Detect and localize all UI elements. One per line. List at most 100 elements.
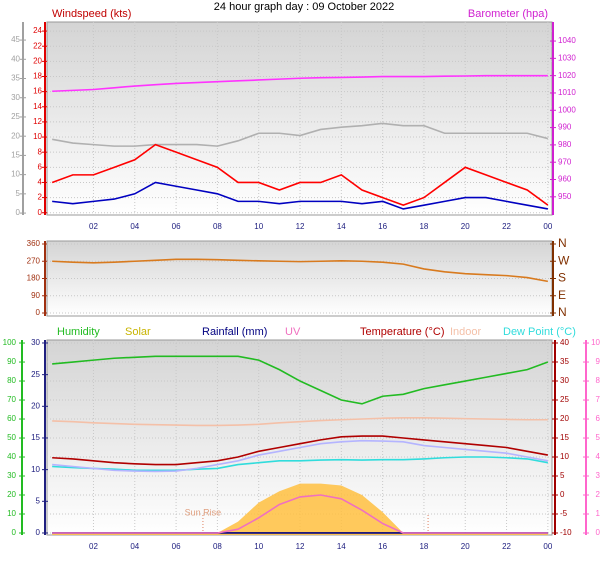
- y-tick-label: 0: [36, 308, 41, 317]
- y-tick-label: 14: [33, 102, 42, 111]
- line: [52, 355, 549, 405]
- legend-entry: Solar: [125, 326, 151, 338]
- x-tick-label: 04: [130, 222, 139, 231]
- y3-tick-label: 10: [11, 170, 20, 179]
- y4-tick-label: 7: [596, 395, 601, 404]
- y-tick-label: 10: [33, 132, 42, 141]
- y3-tick-label: 20: [31, 401, 40, 410]
- y3-tick-label: 10: [31, 465, 40, 474]
- y2-tick-label: 1000: [558, 105, 576, 114]
- x-tick-label: 08: [213, 222, 222, 231]
- y4-tick-label: 2: [596, 490, 601, 499]
- line: [52, 439, 549, 473]
- y3-tick-label: 30: [31, 338, 40, 347]
- y4-tick-label: 5: [596, 433, 601, 442]
- y2-tick-label: 5: [560, 471, 565, 480]
- x-tick-label: 20: [461, 222, 470, 231]
- y2-tick-label: 25: [560, 395, 569, 404]
- line: [52, 122, 549, 147]
- y-tick-label: 50: [7, 433, 16, 442]
- y2-tick-label: 10: [560, 452, 569, 461]
- y4-tick-label: 10: [591, 338, 600, 347]
- line: [52, 494, 548, 534]
- y-tick-label: 20: [33, 56, 42, 65]
- annotation: Sun Rise: [185, 507, 222, 517]
- chart-title: 24 hour graph day : 09 October 2022: [214, 1, 394, 13]
- y3-tick-label: 15: [31, 433, 40, 442]
- y-tick-label: 0: [12, 528, 17, 537]
- y2-tick-label: 990: [558, 123, 572, 132]
- y2-tick-label: 1030: [558, 53, 576, 62]
- y3-tick-label: 30: [11, 93, 20, 102]
- y2-tick-label: S: [558, 271, 566, 285]
- legend-entry: Rainfall (mm): [202, 326, 267, 338]
- x-tick-label: 14: [337, 222, 346, 231]
- y2-tick-label: 0: [560, 490, 565, 499]
- y-tick-label: 10: [7, 509, 16, 518]
- y-tick-label: 24: [33, 26, 42, 35]
- y2-tick-label: 40: [560, 338, 569, 347]
- x-tick-label: 06: [172, 542, 181, 551]
- x-tick-label: 10: [254, 222, 263, 231]
- y-tick-label: 20: [7, 490, 16, 499]
- y2-tick-label: 15: [560, 433, 569, 442]
- y-tick-label: 40: [7, 452, 16, 461]
- x-tick-label: 12: [296, 542, 305, 551]
- y3-tick-label: 5: [36, 496, 41, 505]
- y-tick-label: 2: [38, 193, 43, 202]
- y3-tick-label: 15: [11, 151, 20, 160]
- line: [52, 435, 549, 466]
- x-tick-label: 00: [543, 222, 552, 231]
- y-tick-label: 0: [38, 208, 43, 217]
- y3-tick-label: 0: [36, 528, 41, 537]
- y2-tick-label: N: [558, 305, 567, 319]
- y3-tick-label: 45: [11, 35, 20, 44]
- plot-area: [46, 21, 553, 216]
- y-tick-label: 90: [7, 357, 16, 366]
- legend-entry: Dew Point (°C): [503, 326, 576, 338]
- x-tick-label: 18: [419, 542, 428, 551]
- line: [52, 181, 549, 210]
- line: [52, 417, 548, 427]
- x-tick-label: 06: [172, 222, 181, 231]
- y-tick-label: 100: [3, 338, 17, 347]
- y-tick-label: 360: [27, 239, 41, 248]
- y2-tick-label: 35: [560, 357, 569, 366]
- x-tick-label: 20: [461, 542, 470, 551]
- y2-tick-label: 30: [560, 376, 569, 385]
- y4-tick-label: 8: [596, 376, 601, 385]
- line: [52, 74, 548, 93]
- x-tick-label: 12: [296, 222, 305, 231]
- y4-tick-label: 0: [596, 528, 601, 537]
- y3-tick-label: 35: [11, 74, 20, 83]
- y-tick-label: 90: [31, 291, 40, 300]
- legend-entry: UV: [285, 326, 301, 338]
- y-tick-label: 16: [33, 87, 42, 96]
- y4-tick-label: 4: [596, 452, 601, 461]
- y2-tick-label: 1040: [558, 36, 576, 45]
- y2-tick-label: 1020: [558, 71, 576, 80]
- x-tick-label: 02: [89, 222, 98, 231]
- y3-tick-label: 40: [11, 54, 20, 63]
- x-tick-label: 16: [378, 542, 387, 551]
- y2-tick-label: -10: [560, 528, 572, 537]
- x-tick-label: 22: [502, 222, 511, 231]
- x-tick-label: 18: [419, 222, 428, 231]
- x-tick-label: 02: [89, 542, 98, 551]
- legend-entry: Indoor: [450, 326, 482, 338]
- y-axis-title: Windspeed (kts): [52, 8, 131, 20]
- y-tick-label: 18: [33, 72, 42, 81]
- y-tick-label: 12: [33, 117, 42, 126]
- x-tick-label: 22: [502, 542, 511, 551]
- y-tick-label: 8: [38, 147, 43, 156]
- y3-tick-label: 25: [11, 112, 20, 121]
- y2-tick-label: W: [558, 253, 570, 267]
- y-tick-label: 70: [7, 395, 16, 404]
- x-tick-label: 14: [337, 542, 346, 551]
- line: [52, 258, 549, 283]
- y4-tick-label: 3: [596, 471, 601, 480]
- y4-tick-label: 6: [596, 414, 601, 423]
- x-tick-label: 10: [254, 542, 263, 551]
- y2-axis-title: Barometer (hpa): [468, 8, 548, 20]
- y-tick-label: 180: [27, 274, 41, 283]
